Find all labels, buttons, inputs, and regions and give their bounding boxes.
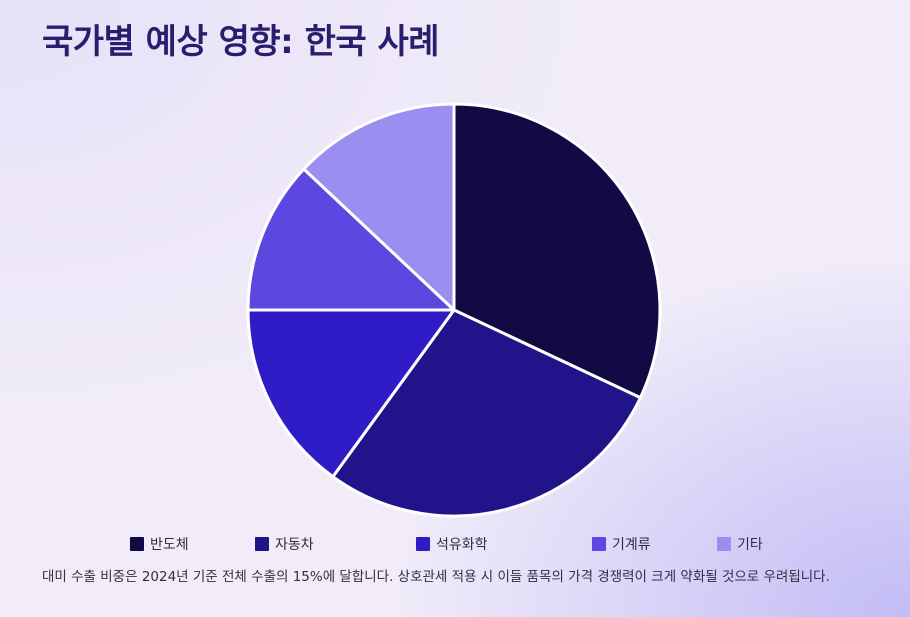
pie-slice-automobile[interactable]: [331, 308, 642, 518]
legend-item-other[interactable]: 기타: [717, 534, 763, 554]
legend-swatch: [717, 537, 731, 551]
legend-item-petrochemical[interactable]: 석유화학: [416, 534, 488, 554]
legend-item-automobile[interactable]: 자동차: [255, 534, 314, 554]
legend-swatch: [130, 537, 144, 551]
legend-item-machinery[interactable]: 기계류: [592, 534, 651, 554]
legend-swatch: [592, 537, 606, 551]
pie-chart: [246, 102, 662, 518]
legend-label: 기계류: [612, 537, 651, 553]
legend-label: 기타: [737, 537, 763, 553]
page-title: 국가별 예상 영향: 한국 사례: [42, 22, 440, 62]
legend-label: 석유화학: [436, 537, 488, 553]
pie-slice-petrochemical[interactable]: [246, 308, 456, 479]
legend-label: 반도체: [150, 537, 189, 553]
pie-slice-other[interactable]: [302, 102, 456, 312]
pie-slice-semiconductor[interactable]: [452, 102, 662, 400]
legend-swatch: [255, 537, 269, 551]
legend-swatch: [416, 537, 430, 551]
legend-label: 자동차: [275, 537, 314, 553]
chart-legend: 반도체 자동차 석유화학 기계류 기타: [0, 534, 910, 554]
pie-slice-machinery[interactable]: [246, 167, 456, 312]
chart-note: 대미 수출 비중은 2024년 기준 전체 수출의 15%에 달합니다. 상호관…: [42, 569, 830, 585]
legend-item-semiconductor[interactable]: 반도체: [130, 534, 189, 554]
